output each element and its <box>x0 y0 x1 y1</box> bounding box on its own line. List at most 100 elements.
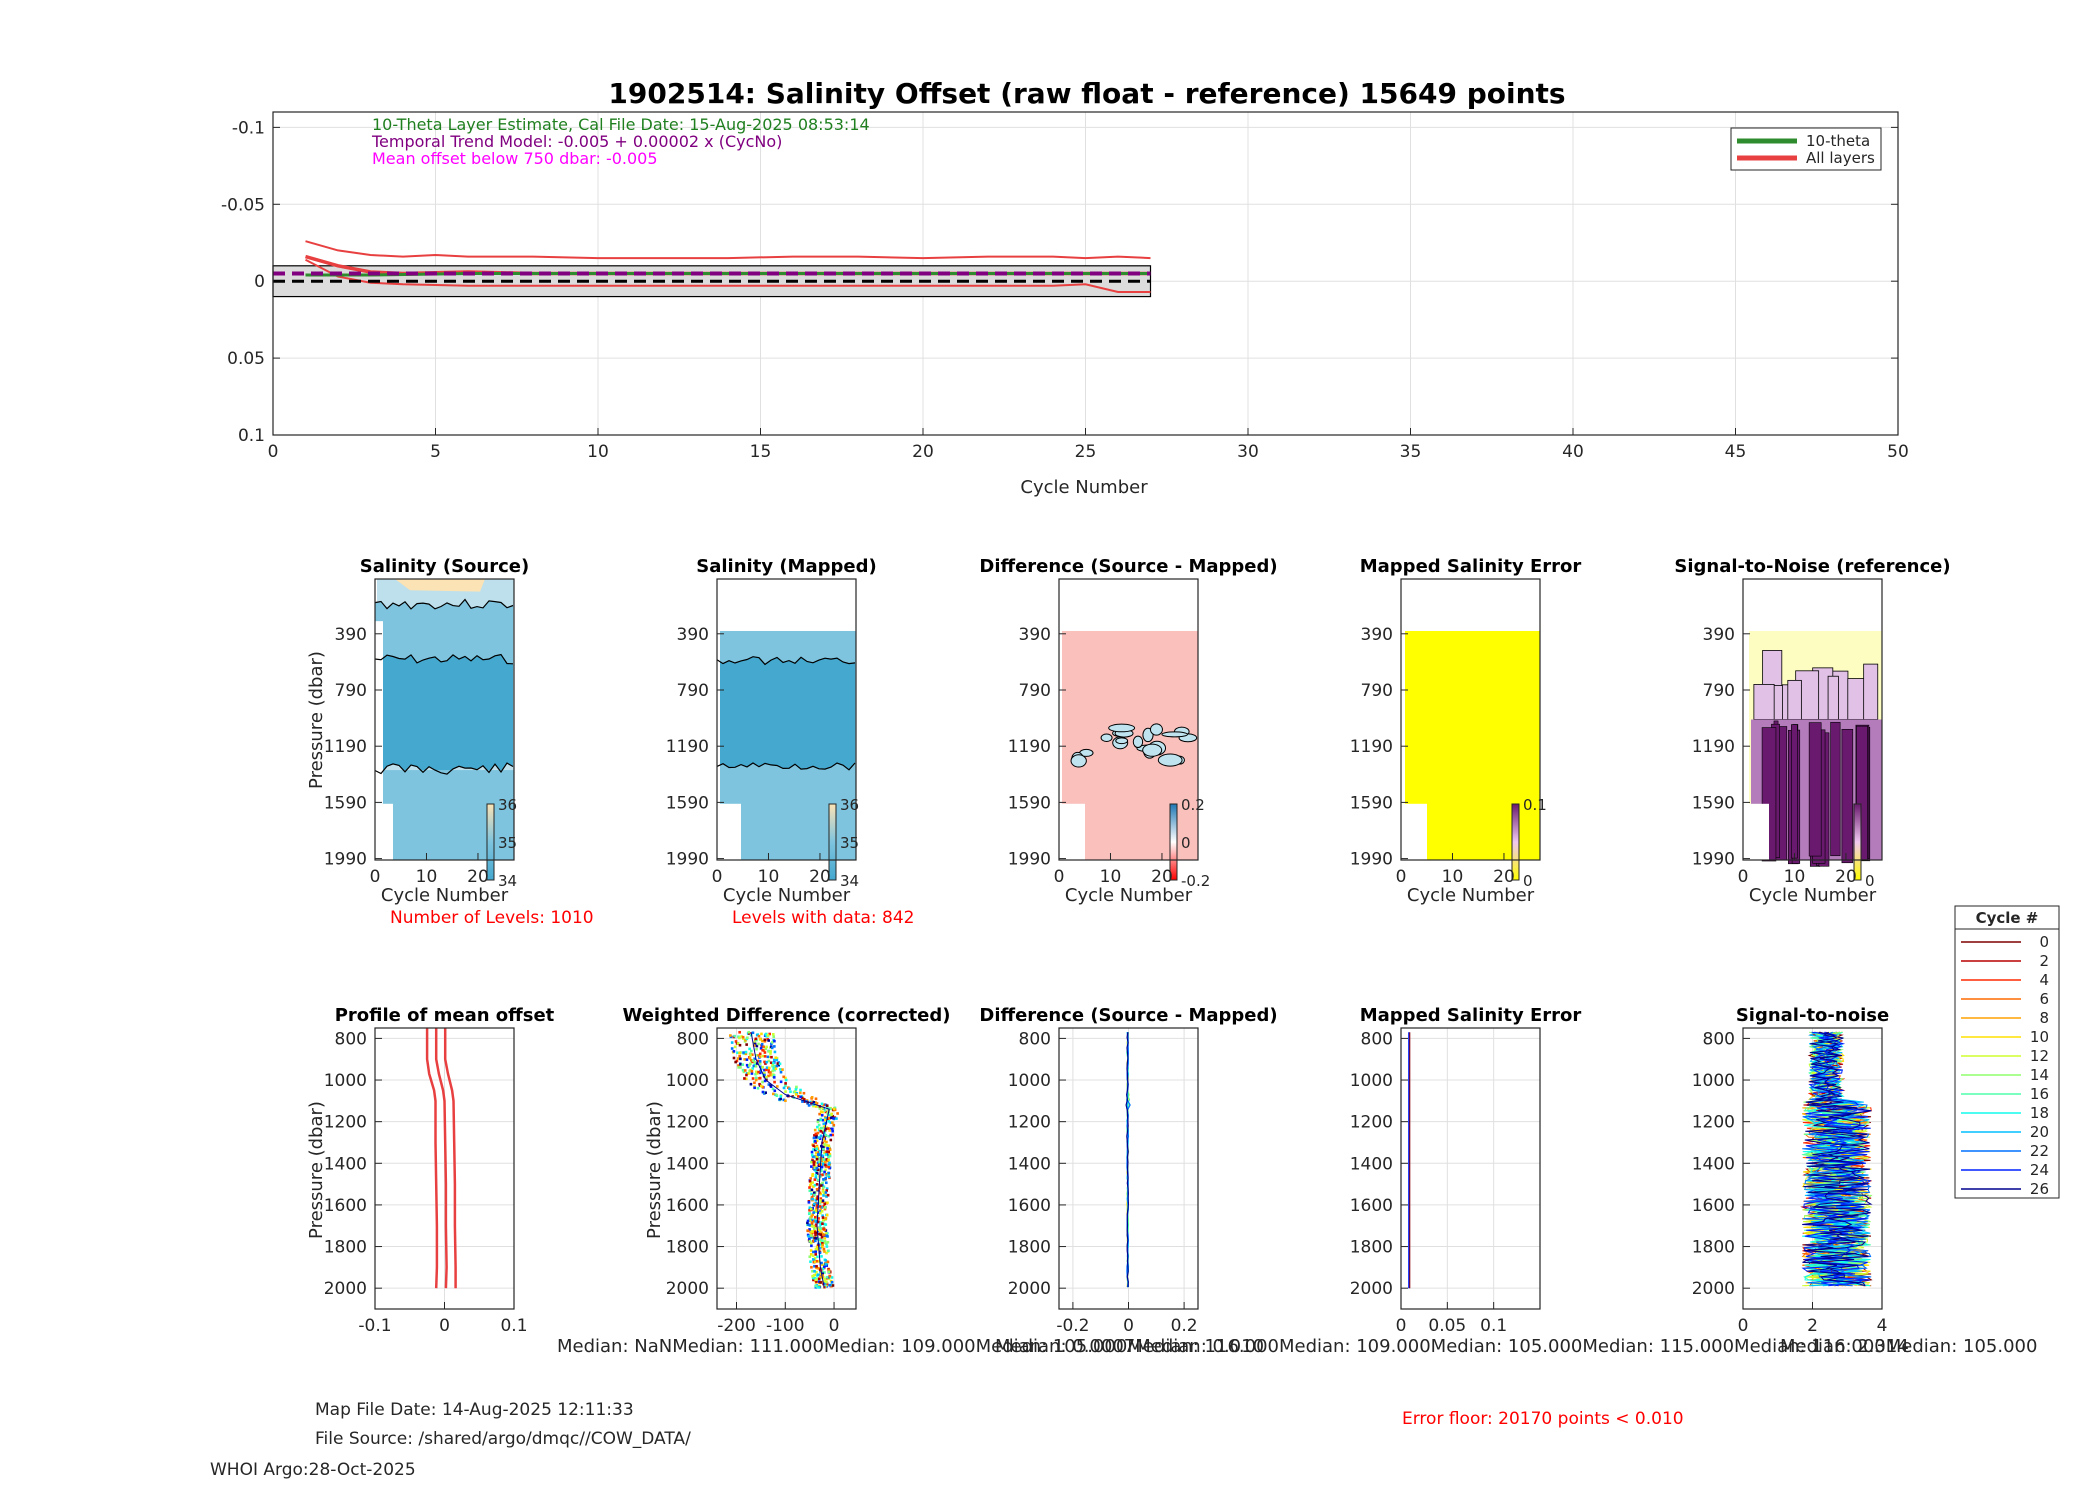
weighted-point <box>823 1207 827 1211</box>
weighted-point <box>826 1117 830 1121</box>
sal_mapped-ytick-label: 390 <box>677 625 709 645</box>
snr-map-column <box>1753 684 1775 720</box>
profile-ytick-label: 1800 <box>324 1238 367 1258</box>
weighted-point <box>824 1127 828 1131</box>
weighted-point <box>812 1273 816 1277</box>
weighted-point <box>824 1153 828 1157</box>
weighted-point <box>784 1078 788 1082</box>
weighted-point <box>738 1030 741 1034</box>
weighted-point <box>759 1047 763 1050</box>
weighted-point <box>825 1275 829 1279</box>
weighted-point <box>817 1232 821 1236</box>
cycle-legend-label: 10 <box>2030 1028 2049 1046</box>
weighted-point <box>819 1281 822 1284</box>
weighted-point <box>814 1169 817 1173</box>
diff_map-xlabel: Cycle Number <box>1065 885 1193 906</box>
diff_map-title: Difference (Source - Mapped) <box>979 556 1277 577</box>
weighted-point <box>820 1231 823 1235</box>
weighted-point <box>836 1112 839 1115</box>
weighted-point <box>773 1080 776 1084</box>
profile-series-mean <box>434 1028 448 1289</box>
file-source: File Source: /shared/argo/dmqc//COW_DATA… <box>315 1429 691 1449</box>
weighted-point <box>821 1131 825 1134</box>
offset-xtick-label: 5 <box>430 442 441 462</box>
weighted-point <box>814 1237 818 1240</box>
weighted-point <box>814 1101 817 1104</box>
weighted-point <box>811 1274 814 1278</box>
weighted-point <box>818 1150 822 1154</box>
cycle-legend-label: 8 <box>2039 1009 2049 1027</box>
offset-xtick-label: 30 <box>1237 442 1259 462</box>
weighted-point <box>772 1058 776 1062</box>
sal-source-colorbar <box>486 803 495 881</box>
sal-mapped-contour <box>716 762 856 771</box>
weighted-point <box>799 1095 803 1099</box>
weighted-point <box>824 1284 828 1288</box>
weighted-point <box>753 1042 757 1046</box>
sal-source-contour <box>374 653 514 665</box>
weighted-point <box>810 1150 814 1154</box>
diff_map-xtick-label: 10 <box>1100 867 1122 887</box>
weighted-point <box>831 1133 834 1137</box>
weighted-point <box>823 1118 827 1122</box>
weighted-point <box>821 1272 824 1276</box>
weighted-point <box>761 1054 765 1058</box>
weighted-point <box>820 1159 824 1163</box>
sal-source-fill-high <box>395 579 485 592</box>
weighted-point <box>811 1172 815 1176</box>
weighted-point <box>822 1218 825 1222</box>
weighted-point <box>816 1168 820 1172</box>
weighted-point <box>821 1106 824 1110</box>
weighted-point <box>815 1134 818 1138</box>
sal-mapped-colorbar-label: 34 <box>840 872 859 890</box>
weighted-point <box>763 1079 767 1083</box>
err_profile-ytick-label: 1200 <box>1350 1113 1393 1133</box>
weighted-point <box>815 1166 819 1170</box>
profile-ytick-label: 2000 <box>324 1279 367 1299</box>
weighted-point <box>749 1062 752 1066</box>
weighted-xtick-label: -200 <box>717 1316 756 1336</box>
weighted-point <box>814 1286 818 1289</box>
weighted-point <box>818 1229 822 1233</box>
weighted-point <box>812 1278 815 1282</box>
weighted-point <box>747 1072 750 1075</box>
weighted-point <box>756 1059 760 1063</box>
weighted-point <box>819 1211 822 1215</box>
weighted-point <box>800 1096 804 1100</box>
weighted-point <box>773 1045 776 1048</box>
weighted-point <box>821 1242 824 1245</box>
weighted-point <box>823 1250 826 1253</box>
weighted-point <box>818 1191 822 1195</box>
weighted-point <box>831 1127 834 1131</box>
weighted-point <box>769 1052 772 1055</box>
weighted-ytick-label: 1200 <box>666 1113 709 1133</box>
weighted-point <box>822 1222 826 1226</box>
medians-overlay-snr: Median: 2.314 <box>1780 1336 1909 1357</box>
weighted-point <box>817 1260 821 1263</box>
weighted-point <box>810 1192 813 1196</box>
weighted-point <box>794 1088 798 1091</box>
weighted-point <box>765 1075 768 1079</box>
weighted-point <box>821 1181 824 1185</box>
snr_map-ytick-label: 1990 <box>1692 850 1735 870</box>
snr_profile-ytick-label: 1200 <box>1692 1113 1735 1133</box>
err_map-ytick-label: 1590 <box>1350 793 1393 813</box>
weighted-ytick-label: 1400 <box>666 1154 709 1174</box>
weighted-point <box>821 1216 825 1219</box>
profile-xtick-label: 0 <box>439 1316 450 1336</box>
diff_profile-ytick-label: 1000 <box>1008 1071 1051 1091</box>
err_profile-xtick-label: 0 <box>1396 1316 1407 1336</box>
weighted-point <box>769 1073 772 1077</box>
diff_profile-ytick-label: 1200 <box>1008 1113 1051 1133</box>
weighted-point <box>751 1031 755 1035</box>
weighted-point <box>784 1076 787 1080</box>
weighted-point <box>815 1245 819 1249</box>
sal_source-xtick-label: 20 <box>467 867 489 887</box>
weighted-point <box>825 1280 828 1283</box>
weighted-point <box>812 1224 815 1228</box>
diff_profile-xtick-label: 0.2 <box>1171 1316 1198 1336</box>
weighted-point <box>777 1063 780 1067</box>
weighted-point <box>737 1066 740 1069</box>
weighted-point <box>818 1226 821 1230</box>
